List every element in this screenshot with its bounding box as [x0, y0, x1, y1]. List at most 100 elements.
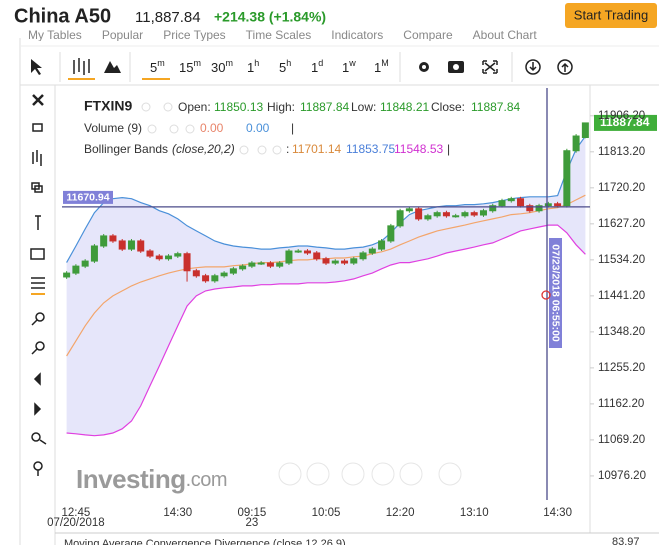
- candle-body: [433, 212, 441, 217]
- y-tick-label: 11162.20: [598, 398, 644, 410]
- x-tick-label: 14:30: [163, 507, 192, 519]
- legend-icon[interactable]: [272, 145, 282, 155]
- interval-unit[interactable]: d: [318, 58, 323, 68]
- interval-unit[interactable]: w: [348, 58, 356, 68]
- x-tick-label: 14:30: [543, 507, 572, 519]
- interval-value[interactable]: 30: [211, 60, 225, 75]
- candle-body: [165, 255, 173, 260]
- legend-icon[interactable]: [185, 124, 195, 134]
- zoom-in-icon[interactable]: [35, 312, 45, 322]
- interval-unit[interactable]: h: [254, 58, 259, 68]
- candle-body: [137, 240, 145, 252]
- zoom-control[interactable]: [306, 462, 330, 486]
- tool-icon[interactable]: [35, 215, 41, 230]
- candle-icon[interactable]: [73, 58, 90, 75]
- candle-body: [322, 258, 330, 264]
- interval[interactable]: 5h: [279, 58, 291, 75]
- interval-unit[interactable]: h: [286, 58, 291, 68]
- zoom-control[interactable]: [438, 462, 462, 486]
- interval-unit[interactable]: m: [157, 58, 165, 68]
- candle-body: [507, 198, 515, 202]
- crosshair-price: 11670.94: [66, 192, 109, 204]
- menu-item[interactable]: About Chart: [473, 28, 538, 42]
- band-upper-value: 11853.75: [346, 142, 395, 156]
- interval[interactable]: 1M: [374, 58, 389, 75]
- tool-icon[interactable]: [30, 248, 45, 260]
- start-trading-label[interactable]: Start Trading: [574, 7, 648, 22]
- tool-icon[interactable]: [32, 150, 42, 166]
- cursor-icon[interactable]: [31, 59, 42, 75]
- candle-body: [90, 245, 98, 262]
- legend-icon[interactable]: [147, 124, 157, 134]
- low-label: Low:: [351, 100, 376, 114]
- legend-icon[interactable]: [257, 145, 267, 155]
- y-tick-label: 11441.20: [598, 290, 645, 302]
- menu-item[interactable]: Indicators: [331, 28, 383, 42]
- tool-icon[interactable]: [31, 277, 45, 289]
- start-trading-button[interactable]: [565, 3, 657, 28]
- interval-value[interactable]: 1: [311, 60, 318, 75]
- lower-panel-title: Moving Average Convergence Divergence (c…: [64, 538, 346, 545]
- legend-icon[interactable]: [141, 102, 151, 112]
- menu-item[interactable]: Compare: [403, 28, 453, 42]
- interval-value[interactable]: 1: [342, 60, 349, 75]
- high-value: 11887.84: [300, 100, 349, 114]
- zoom-control[interactable]: [278, 462, 302, 486]
- interval-unit[interactable]: m: [225, 58, 233, 68]
- legend-icon[interactable]: [169, 124, 179, 134]
- candle-body: [257, 262, 265, 265]
- close-value: 11887.84: [471, 100, 520, 114]
- candle-body: [424, 215, 432, 220]
- tool-icon[interactable]: [31, 432, 41, 442]
- legend-icon[interactable]: [239, 145, 249, 155]
- y-tick-label: 11906.20: [598, 110, 645, 122]
- area-icon[interactable]: [104, 61, 121, 73]
- forward-icon[interactable]: [34, 402, 42, 416]
- interval[interactable]: 1h: [247, 58, 259, 75]
- menu-item[interactable]: Popular: [102, 28, 143, 42]
- open-value: 11850.13: [214, 100, 263, 114]
- menu-item[interactable]: Price Types: [163, 28, 225, 42]
- back-icon[interactable]: [33, 372, 41, 386]
- interval-value[interactable]: 1: [374, 60, 381, 75]
- remove-icon[interactable]: [32, 94, 44, 106]
- interval[interactable]: 15m: [179, 58, 201, 75]
- download-icon[interactable]: [525, 59, 541, 75]
- zoom-out-icon[interactable]: [35, 341, 45, 351]
- y-tick-label: 11069.20: [598, 434, 645, 446]
- interval-value[interactable]: 15: [179, 60, 193, 75]
- tool-icon[interactable]: [32, 123, 43, 132]
- bands-params: (close,20,2): [172, 142, 235, 156]
- candle-body: [368, 248, 376, 254]
- zoom-control[interactable]: [371, 462, 395, 486]
- interval-value[interactable]: 5: [150, 60, 157, 75]
- interval[interactable]: 5m: [150, 58, 165, 75]
- zoom-control[interactable]: [399, 462, 423, 486]
- candle-body: [63, 272, 71, 278]
- interval[interactable]: 1w: [342, 58, 356, 75]
- candle-body: [81, 260, 89, 267]
- upload-icon[interactable]: [557, 59, 573, 75]
- fullscreen-icon[interactable]: [482, 60, 498, 74]
- interval[interactable]: 30m: [211, 58, 233, 75]
- interval-value[interactable]: 5: [279, 60, 286, 75]
- candle-body: [127, 240, 135, 250]
- zoom-control[interactable]: [341, 462, 365, 486]
- legend-icon[interactable]: [163, 102, 173, 112]
- interval-value[interactable]: 1: [247, 60, 254, 75]
- bands-label: Bollinger Bands: [84, 142, 168, 156]
- interval[interactable]: 1d: [311, 58, 323, 75]
- candle-body: [517, 198, 525, 207]
- candle-body: [174, 253, 182, 257]
- menu-item[interactable]: Time Scales: [246, 28, 312, 42]
- candle-body: [461, 212, 469, 217]
- last-price-box: [594, 114, 657, 131]
- candle-body: [294, 250, 302, 253]
- title: China A50: [14, 5, 111, 27]
- interval-unit[interactable]: m: [193, 58, 201, 68]
- menu-item[interactable]: My Tables: [28, 28, 82, 42]
- candle-body: [563, 150, 571, 207]
- band-fill: [66, 136, 586, 436]
- interval-unit[interactable]: M: [381, 58, 389, 68]
- x-day-label: 07/20/2018: [47, 517, 105, 529]
